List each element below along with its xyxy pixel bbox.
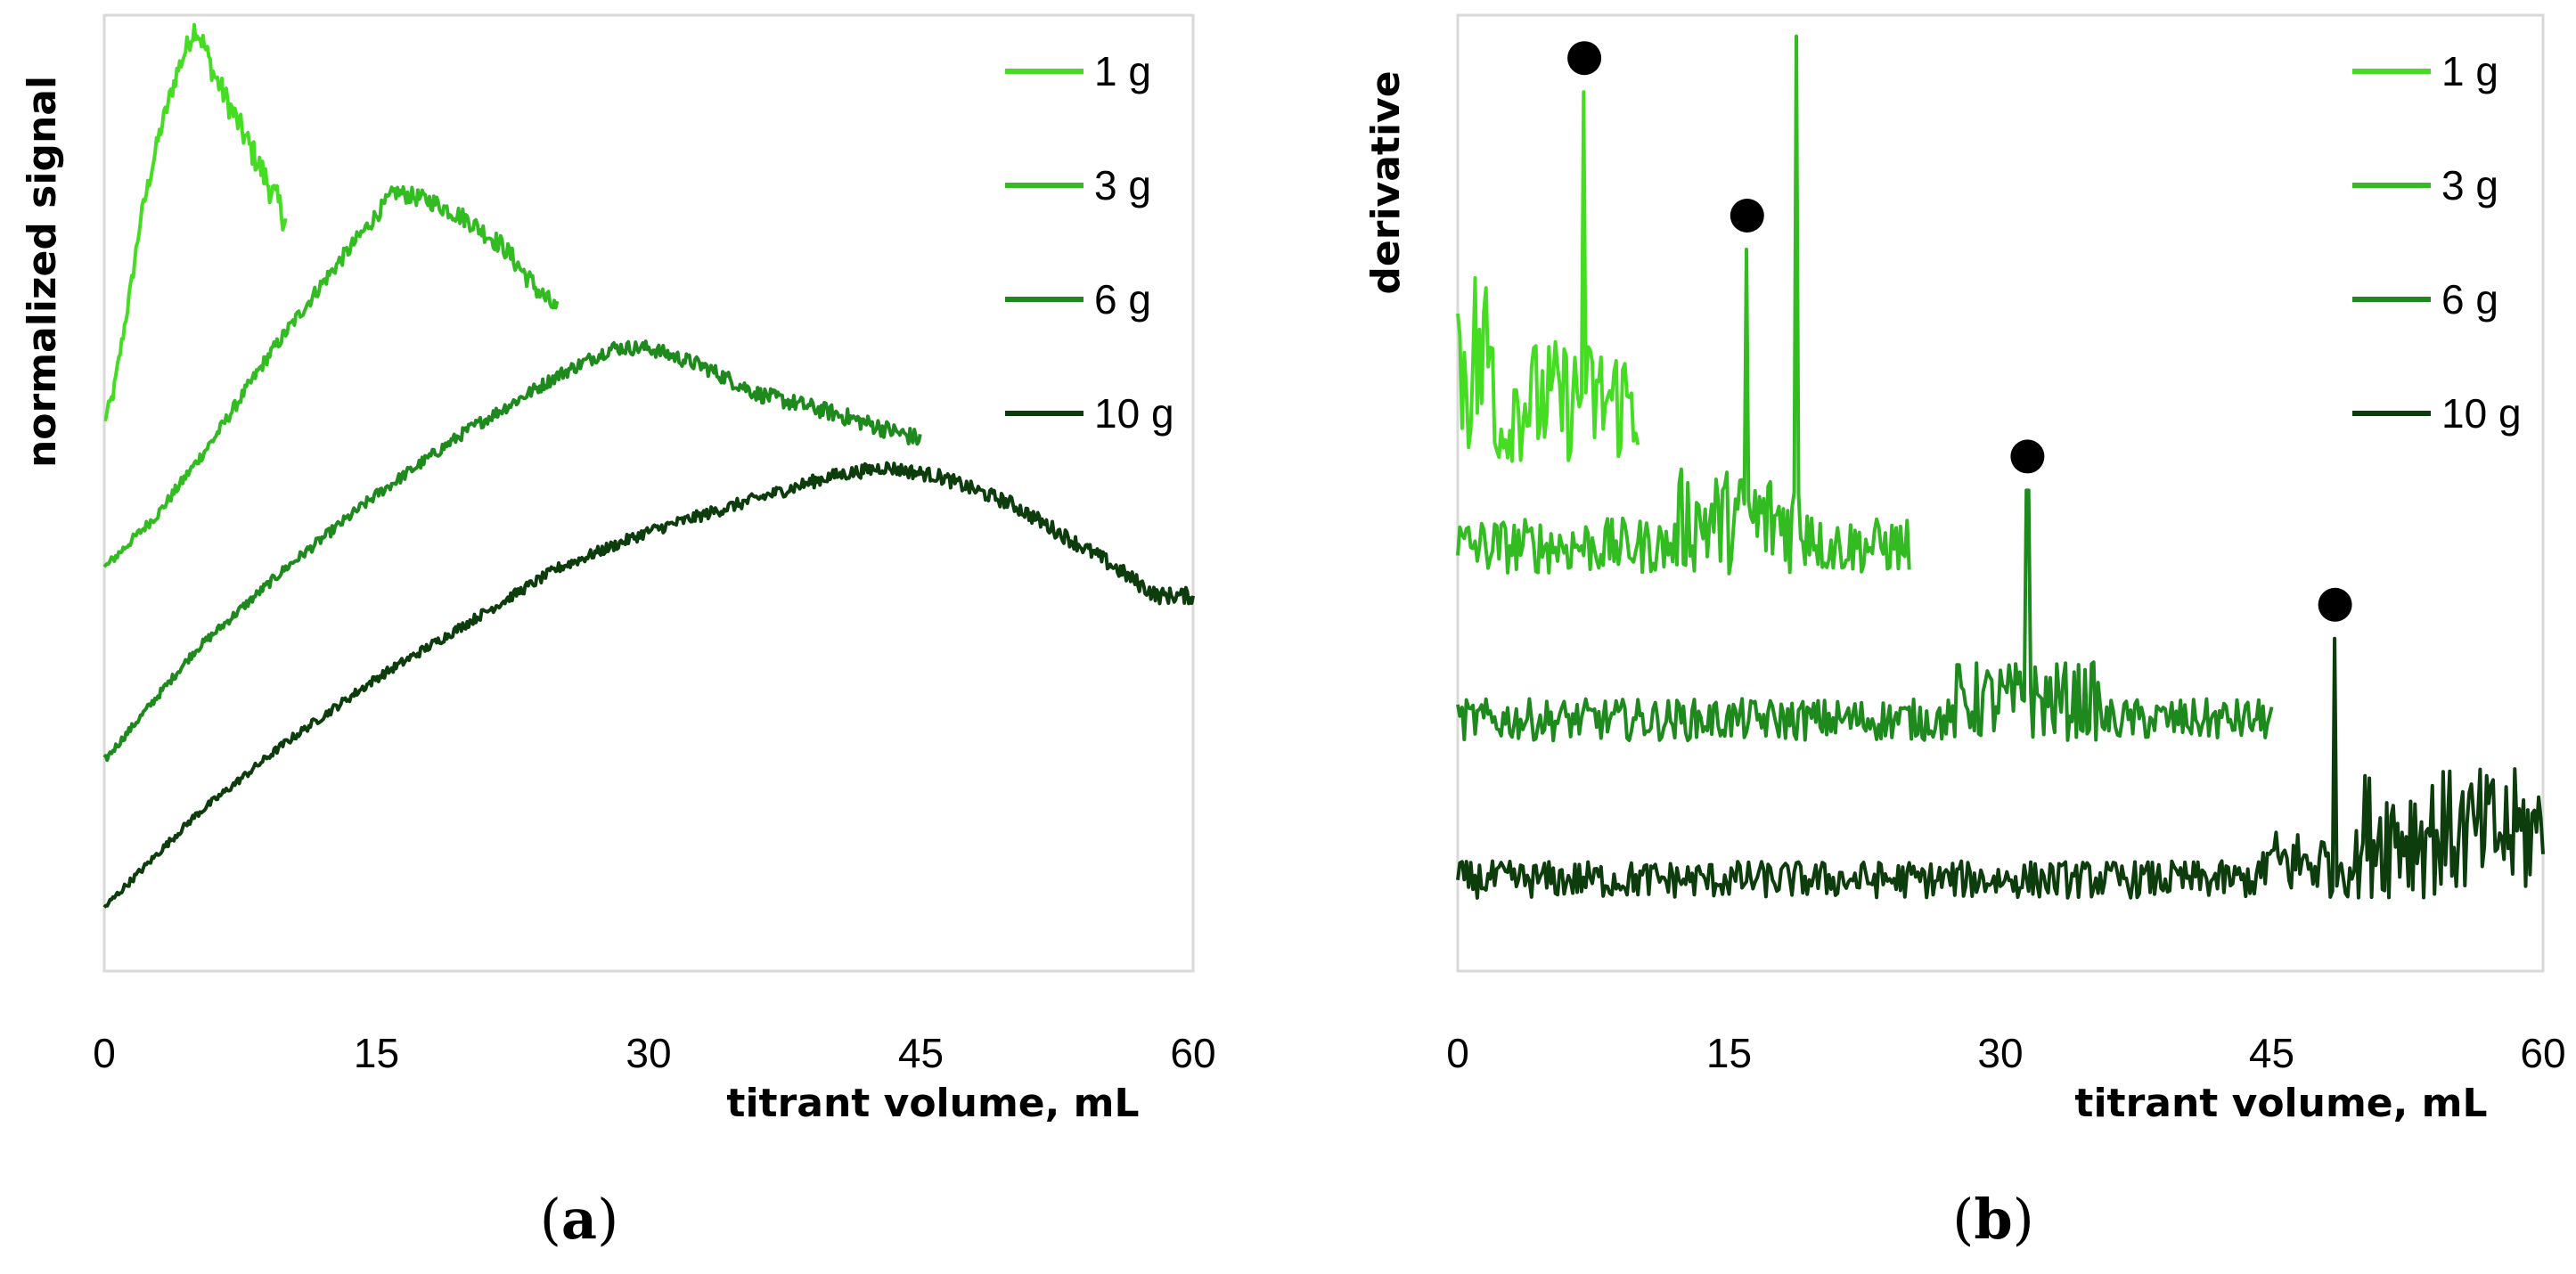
- x-tick-label-b-1: 15: [1706, 1030, 1752, 1076]
- legend-label-b-3: 10 g: [2441, 390, 2522, 437]
- endpoint-marker-2: [2010, 439, 2045, 474]
- plot-frame-a: [102, 13, 1195, 973]
- y-axis-label-a: normalized signal: [20, 76, 65, 468]
- series-line-a-3g: [102, 184, 560, 568]
- endpoint-marker-1: [1730, 199, 1764, 233]
- series-line-b-1g: [1456, 90, 1640, 463]
- legend-label-b-2: 6 g: [2441, 276, 2498, 323]
- series-line-a-1g: [103, 22, 288, 421]
- panel-label-a: (a): [540, 1187, 619, 1252]
- legend-label-a-2: 6 g: [1094, 276, 1151, 323]
- endpoint-marker-0: [1567, 41, 1602, 76]
- x-tick-label-a-2: 30: [626, 1030, 671, 1076]
- x-tick-label-a-4: 60: [1170, 1030, 1215, 1076]
- legend-label-b-0: 1 g: [2441, 48, 2498, 94]
- series-line-b-10g: [1456, 636, 2545, 900]
- legend-label-b-1: 3 g: [2441, 162, 2498, 208]
- x-tick-label-b-2: 30: [1977, 1030, 2023, 1076]
- series-line-a-6g: [102, 339, 922, 763]
- plot-frame-b: [1456, 13, 2545, 973]
- legend-label-a-0: 1 g: [1094, 48, 1151, 94]
- x-tick-label-a-1: 15: [354, 1030, 399, 1076]
- x-axis-label-a: titrant volume, mL: [726, 1081, 1139, 1126]
- x-tick-label-b-4: 60: [2520, 1030, 2565, 1076]
- legend-label-a-1: 3 g: [1094, 162, 1151, 208]
- series-line-b-6g: [1456, 488, 2274, 743]
- series-line-a-10g: [102, 461, 1195, 909]
- y-axis-label-b: derivative: [1363, 70, 1409, 294]
- series-line-b-3g: [1456, 34, 1911, 576]
- x-tick-label-a-0: 0: [93, 1030, 116, 1076]
- legend-label-a-3: 10 g: [1094, 390, 1174, 437]
- panel-b: derivative 0 15 30 45 60 titrant volume, mL …: [1363, 13, 2566, 1252]
- x-tick-label-b-3: 45: [2249, 1030, 2294, 1076]
- panel-letter-b: b: [1974, 1187, 2012, 1252]
- x-tick-label-a-3: 45: [898, 1030, 944, 1076]
- x-tick-label-b-0: 0: [1446, 1030, 1469, 1076]
- panel-letter-a: a: [561, 1187, 597, 1252]
- panel-a: normalized signal 0 15 30 45 60 titrant volu…: [20, 13, 1216, 1252]
- panel-label-b: (b): [1952, 1187, 2034, 1252]
- endpoint-marker-3: [2318, 587, 2352, 622]
- x-axis-label-b: titrant volume, mL: [2074, 1081, 2487, 1126]
